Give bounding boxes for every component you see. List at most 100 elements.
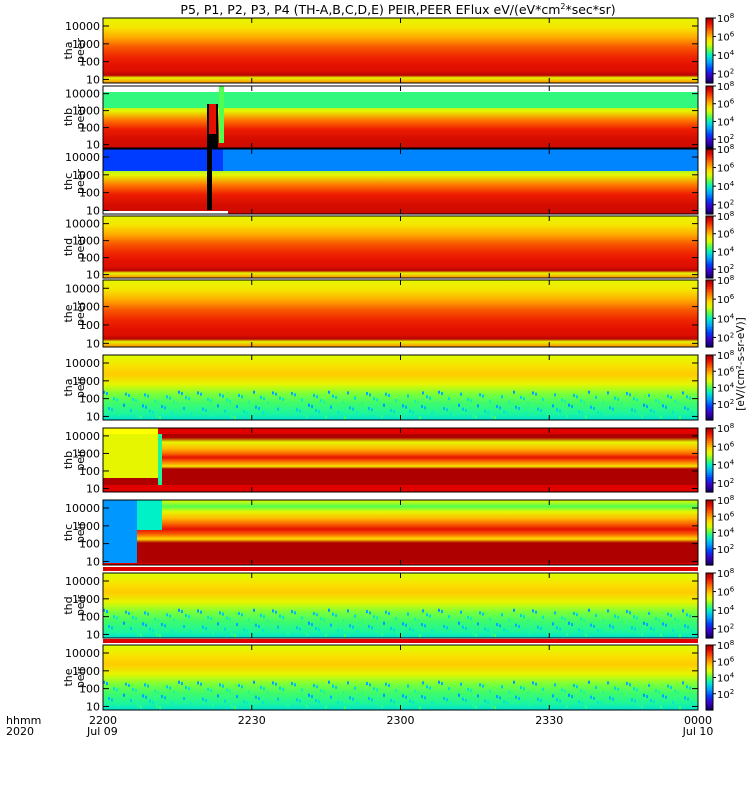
noise-speck <box>674 399 676 403</box>
noise-speck <box>424 406 426 410</box>
noise-speck <box>176 619 178 623</box>
colorbar-cell <box>706 207 713 211</box>
noise-speck <box>687 697 689 701</box>
colorbar-cell <box>706 131 713 135</box>
noise-speck <box>238 684 240 687</box>
colorbar-cell <box>706 39 713 43</box>
noise-speck <box>631 408 633 412</box>
colorbar-cell <box>706 164 713 167</box>
noise-speck <box>241 685 243 689</box>
noise-speck <box>665 623 667 627</box>
noise-speck <box>294 683 296 687</box>
y-tick-label: 10000 <box>65 502 100 515</box>
noise-speck <box>330 695 332 699</box>
noise-speck <box>332 612 334 616</box>
colorbar-cell <box>706 181 713 185</box>
noise-speck <box>140 705 142 709</box>
panel-label-species: peir <box>74 521 87 543</box>
noise-speck <box>316 613 318 617</box>
colorbar-tick-exponent: 8 <box>730 143 734 151</box>
noise-speck <box>453 413 455 417</box>
saturation-strip <box>158 428 698 434</box>
colorbar-cell <box>706 342 713 346</box>
noise-speck <box>381 632 383 636</box>
noise-speck <box>417 401 419 405</box>
noise-speck <box>419 634 421 638</box>
noise-speck <box>559 409 561 413</box>
spike-feature <box>158 434 162 485</box>
colorbar-cell <box>706 41 713 45</box>
noise-speck <box>629 611 631 615</box>
noise-speck <box>308 693 310 697</box>
noise-speck <box>508 618 510 622</box>
noise-speck <box>679 706 681 710</box>
noise-speck <box>224 409 226 413</box>
noise-speck <box>448 687 450 691</box>
noise-speck <box>650 408 652 412</box>
noise-speck <box>465 408 467 412</box>
noise-speck <box>315 698 317 702</box>
noise-speck <box>393 628 395 632</box>
noise-speck <box>202 625 204 629</box>
noise-speck <box>169 686 171 690</box>
noise-speck <box>465 626 467 630</box>
noise-speck <box>262 410 264 414</box>
noise-speck <box>164 696 166 700</box>
colorbar-cell <box>706 72 713 75</box>
noise-speck <box>409 409 411 413</box>
colorbar-cell <box>706 451 713 455</box>
noise-speck <box>301 688 303 692</box>
colorbar-cell <box>706 545 713 549</box>
noise-speck <box>393 700 395 704</box>
colorbar-cell <box>706 119 713 122</box>
noise-speck <box>549 693 551 697</box>
noise-speck <box>260 613 262 617</box>
noise-speck <box>655 617 657 621</box>
noise-speck <box>626 392 628 396</box>
colorbar-cell <box>706 224 713 227</box>
noise-speck <box>438 390 440 394</box>
noise-speck <box>422 681 424 685</box>
colorbar-cell <box>706 265 713 269</box>
noise-speck <box>142 694 144 698</box>
noise-speck <box>660 415 662 419</box>
noise-speck <box>241 613 243 617</box>
noise-speck <box>328 390 330 394</box>
noise-speck <box>325 633 327 637</box>
noise-speck <box>275 392 277 396</box>
noise-speck <box>390 698 392 702</box>
noise-speck <box>385 392 387 396</box>
noise-speck <box>202 407 204 411</box>
noise-speck <box>470 689 472 693</box>
colorbar-cell <box>706 48 713 52</box>
panel-label-probe: tha <box>62 378 75 396</box>
colorbar-cell <box>706 462 713 465</box>
noise-speck <box>128 612 130 615</box>
colorbar-cell <box>706 320 713 324</box>
colorbar-cell <box>706 616 713 620</box>
noise-speck <box>296 626 298 630</box>
noise-speck <box>337 628 339 632</box>
noise-speck <box>619 630 621 634</box>
noise-speck <box>515 695 517 699</box>
noise-speck <box>299 409 301 413</box>
noise-speck <box>619 702 621 706</box>
noise-speck <box>655 399 657 403</box>
panel-label-probe: the <box>62 304 75 322</box>
colorbar-tick-label: 108 <box>717 639 734 652</box>
colorbar-tick-exponent: 4 <box>730 115 735 123</box>
noise-speck <box>368 697 370 700</box>
noise-speck <box>142 404 144 408</box>
noise-speck <box>689 686 691 690</box>
noise-speck <box>528 703 530 707</box>
colorbar-cell <box>706 677 713 681</box>
colorbar-cell <box>706 547 713 551</box>
colorbar-cell <box>706 331 713 335</box>
noise-speck <box>662 404 664 408</box>
colorbar-cell <box>706 558 713 562</box>
noise-speck <box>525 630 527 634</box>
noise-speck <box>588 680 590 684</box>
colorbar-cell <box>706 577 713 581</box>
colorbar-cell <box>706 257 713 260</box>
noise-speck <box>653 700 655 704</box>
